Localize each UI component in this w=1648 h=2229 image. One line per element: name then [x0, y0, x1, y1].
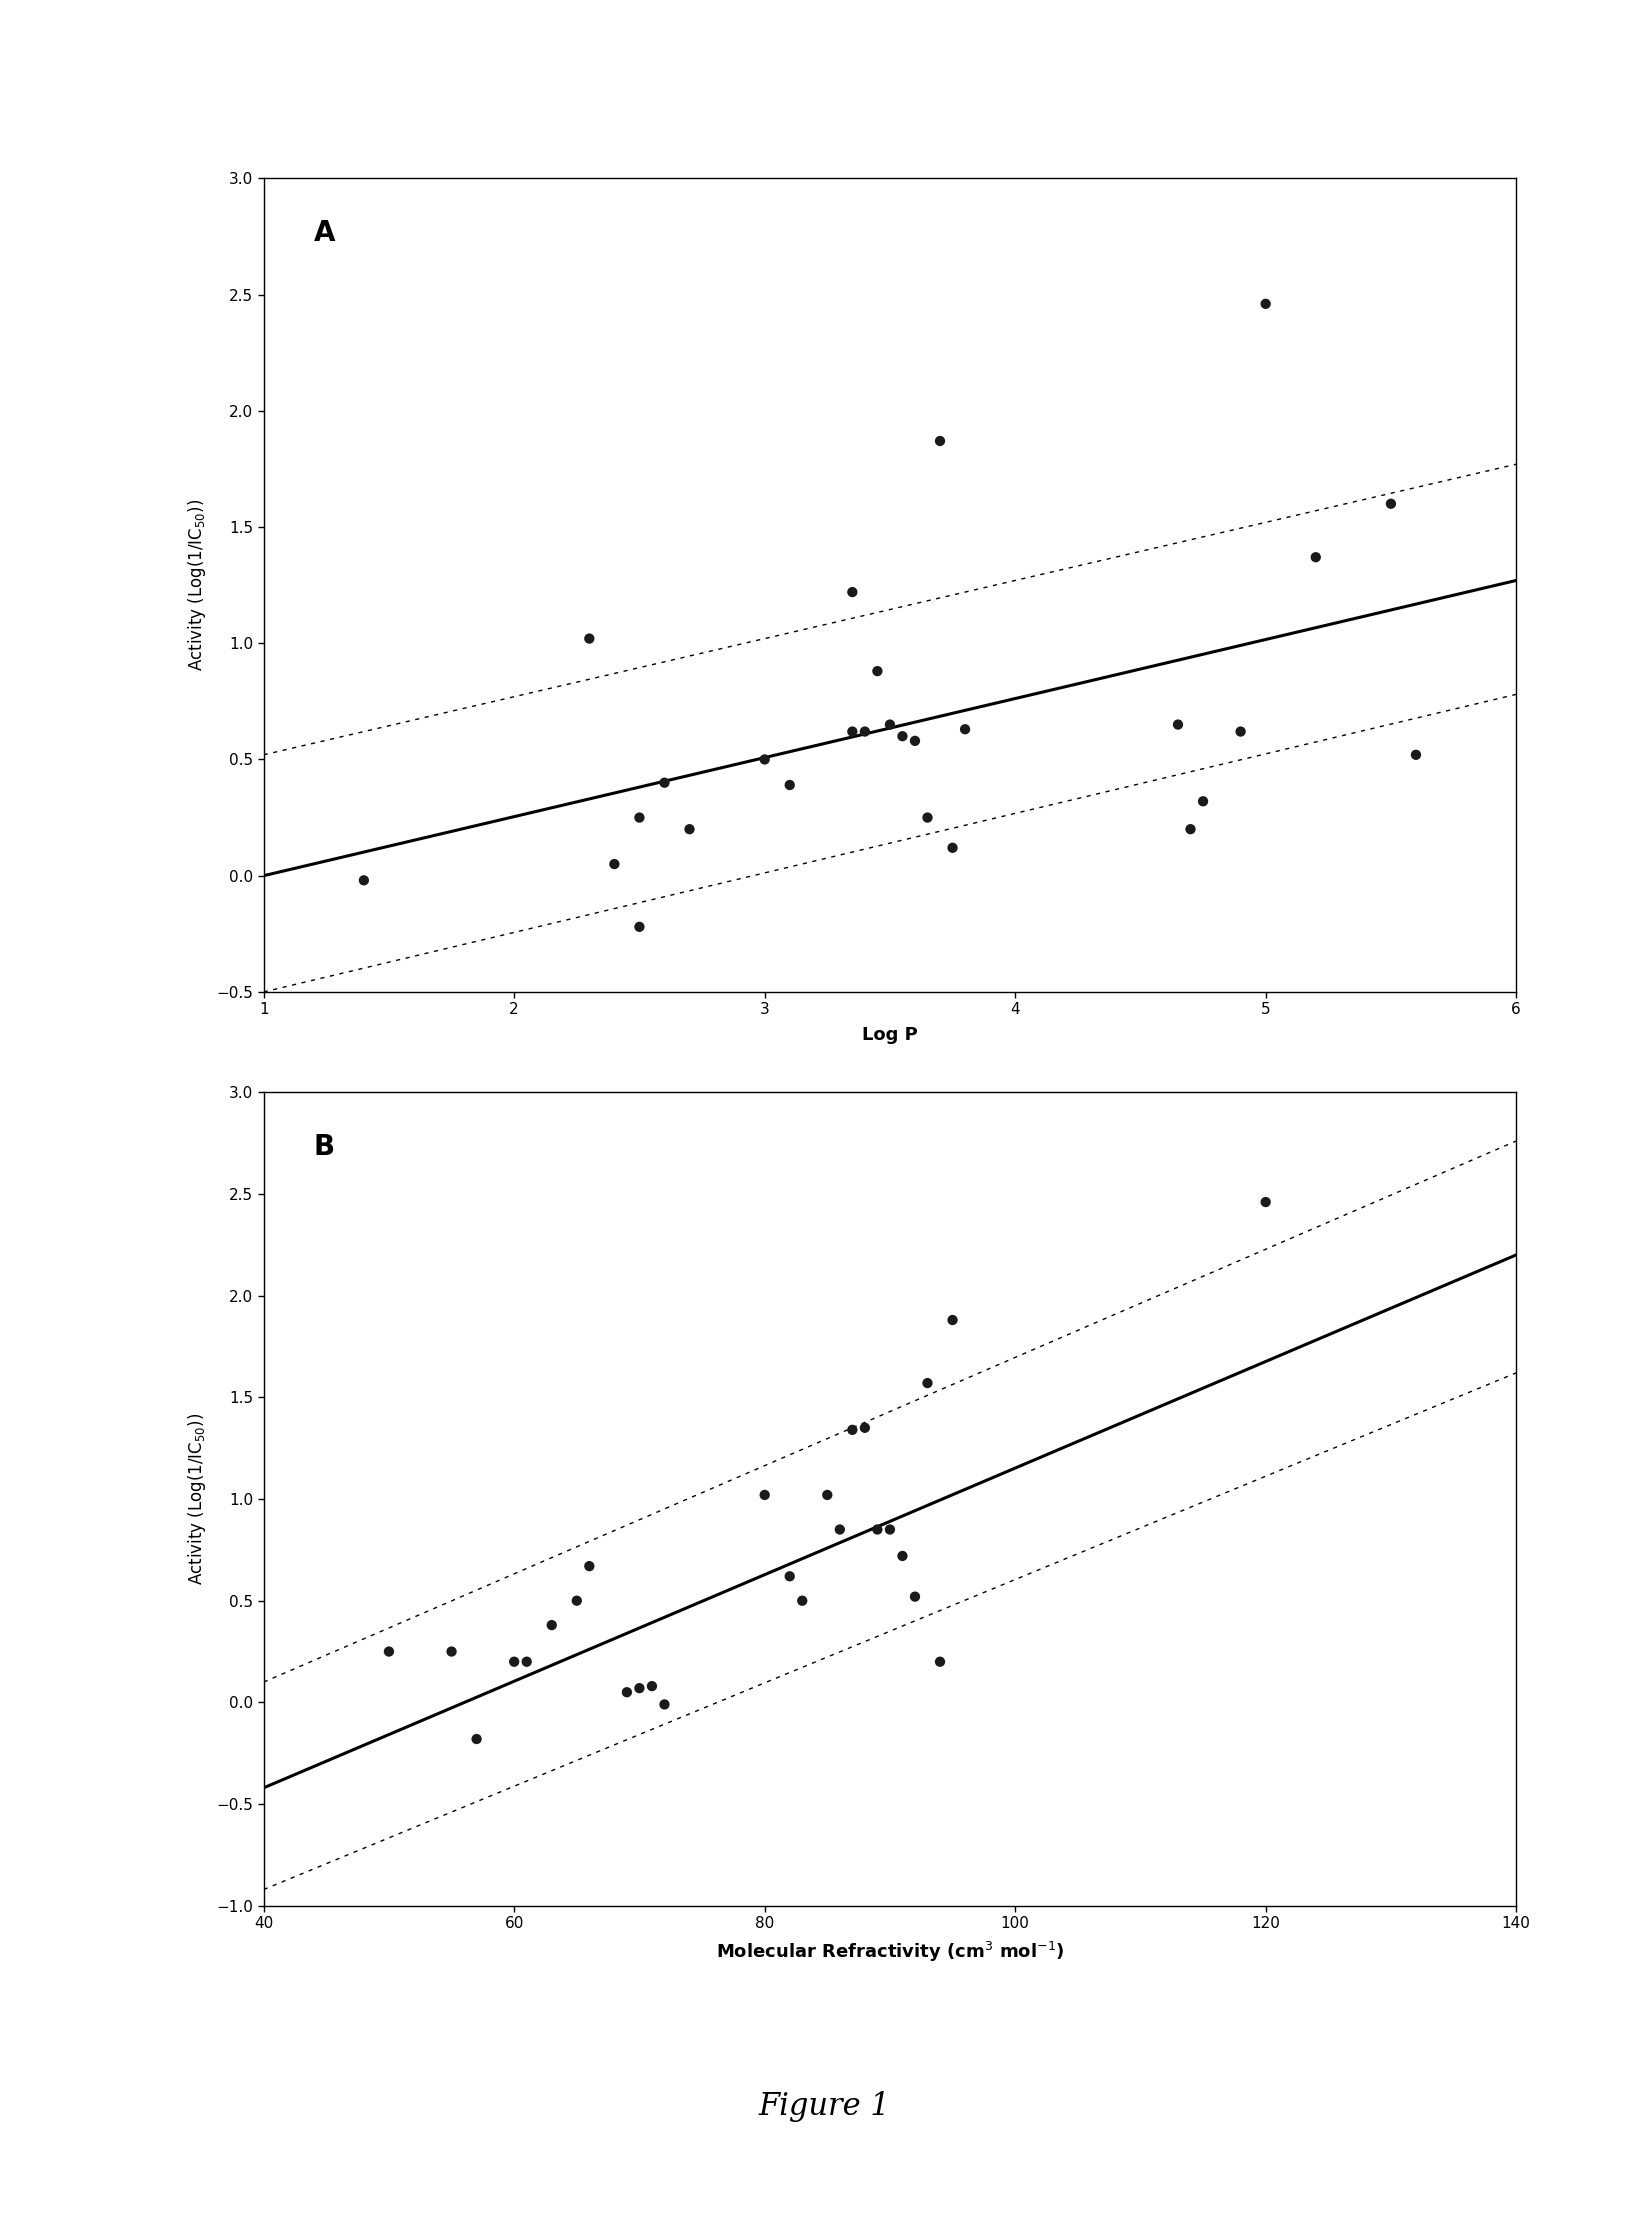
Point [626, 1670, 653, 1705]
X-axis label: Molecular Refractivity (cm$^3$ mol$^{-1}$): Molecular Refractivity (cm$^3$ mol$^{-1}… [715, 1939, 1065, 1964]
Y-axis label: Activity (Log(1/IC$_{50}$)): Activity (Log(1/IC$_{50}$)) [186, 1413, 208, 1585]
Point [1228, 713, 1254, 749]
Point [626, 909, 653, 945]
Point [890, 718, 916, 753]
Point [514, 1645, 541, 1681]
Text: Figure 1: Figure 1 [758, 2091, 890, 2122]
Point [864, 1511, 890, 1547]
Point [577, 1549, 603, 1585]
Point [751, 1478, 778, 1513]
Point [676, 811, 702, 847]
Point [564, 1583, 590, 1618]
Point [438, 1634, 465, 1670]
Point [613, 1674, 639, 1710]
Point [839, 1411, 865, 1447]
Point [901, 1578, 928, 1614]
Point [926, 424, 953, 459]
Point [351, 863, 377, 898]
Point [577, 620, 603, 655]
Point [639, 1667, 666, 1703]
Point [789, 1583, 816, 1618]
Point [901, 722, 928, 758]
Y-axis label: Activity (Log(1/IC$_{50}$)): Activity (Log(1/IC$_{50}$)) [186, 499, 208, 671]
Point [751, 742, 778, 778]
Point [939, 1302, 966, 1337]
Point [463, 1721, 489, 1756]
Point [953, 711, 979, 747]
Point [915, 1364, 941, 1400]
Point [839, 575, 865, 611]
Point [890, 1538, 916, 1574]
Point [926, 1645, 953, 1681]
Point [1252, 285, 1279, 321]
Point [1190, 782, 1216, 818]
Point [915, 800, 941, 836]
Point [1402, 738, 1429, 773]
Point [1302, 539, 1328, 575]
Point [877, 1511, 903, 1547]
Point [852, 1411, 878, 1447]
Text: B: B [313, 1132, 335, 1161]
Point [501, 1645, 527, 1681]
Point [1252, 1184, 1279, 1219]
Point [376, 1634, 402, 1670]
Point [626, 800, 653, 836]
Point [864, 653, 890, 689]
Point [827, 1511, 854, 1547]
Point [539, 1607, 565, 1643]
Point [1165, 707, 1192, 742]
Point [651, 1687, 677, 1723]
Text: A: A [313, 218, 335, 247]
Point [602, 847, 628, 883]
Point [839, 713, 865, 749]
Point [776, 1558, 803, 1594]
X-axis label: Log P: Log P [862, 1025, 918, 1043]
Point [814, 1478, 840, 1513]
Point [776, 767, 803, 802]
Point [939, 829, 966, 865]
Point [1378, 486, 1404, 522]
Point [877, 707, 903, 742]
Point [852, 713, 878, 749]
Point [1177, 811, 1203, 847]
Point [651, 765, 677, 800]
